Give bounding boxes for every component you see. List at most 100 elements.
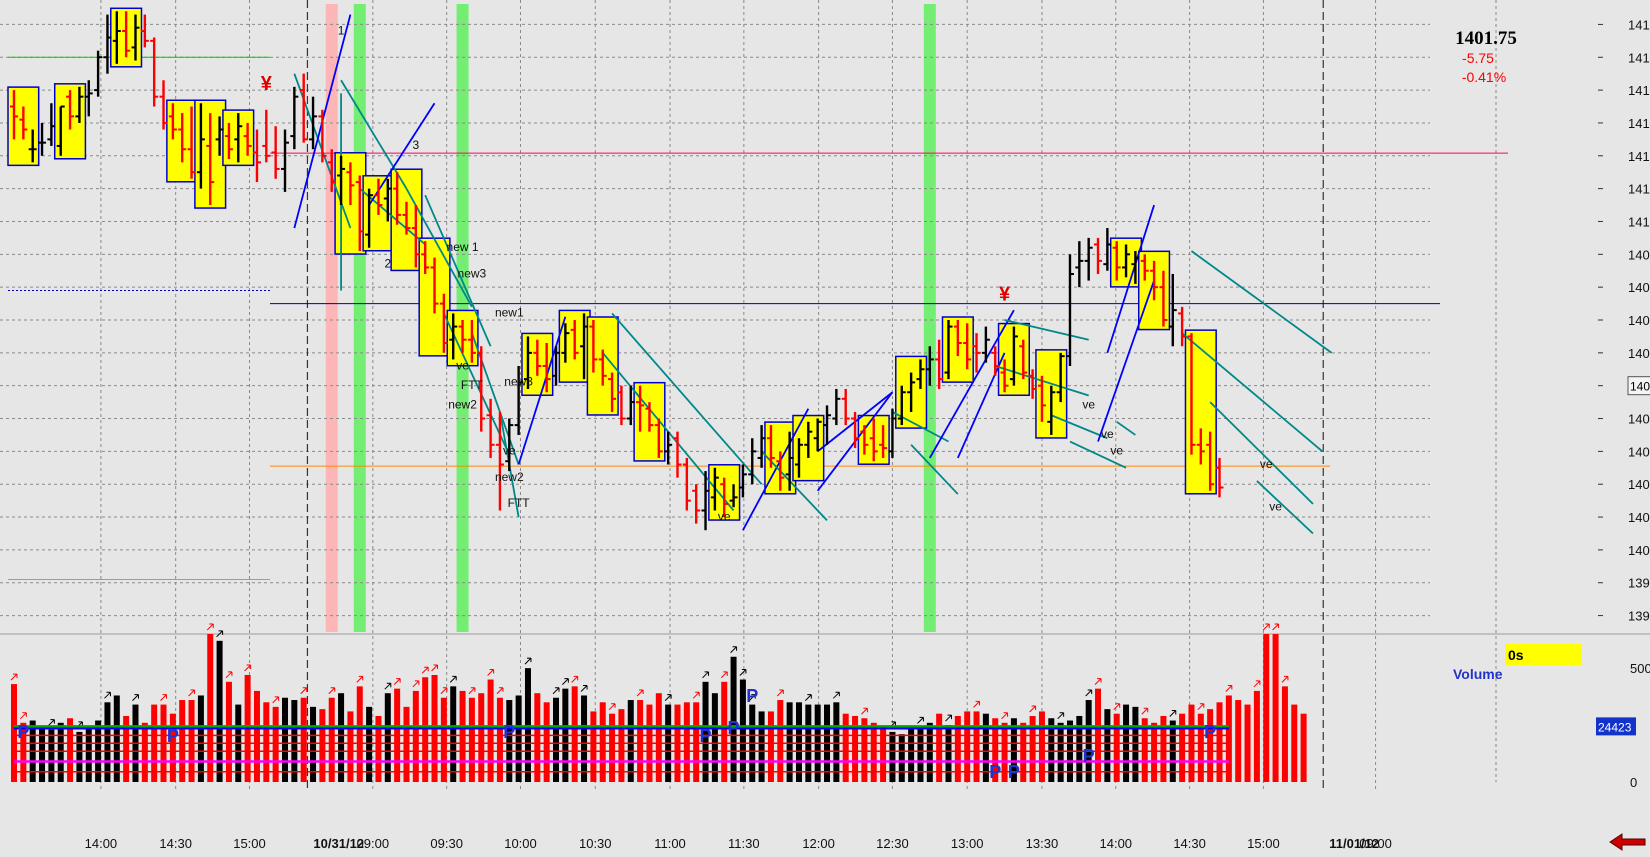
volume-arrow-icon [468, 687, 476, 695]
volume-bar [39, 727, 46, 782]
last-price: 1401.75 [1455, 28, 1517, 49]
yen-mark: ¥ [999, 283, 1011, 305]
volume-bar [356, 686, 363, 782]
scroll-arrow-icon[interactable] [1609, 833, 1646, 851]
time-tick-label: 11:00 [654, 836, 686, 851]
highlight-band [923, 4, 936, 632]
ohlc-bar [1047, 385, 1056, 435]
channel-line [424, 194, 492, 347]
ohlc-bar [794, 438, 803, 478]
time-tick-label: 10:00 [504, 836, 537, 851]
pattern-label: ve [1260, 457, 1273, 471]
ohlc-bar [411, 205, 420, 268]
price-tick-label: 1398.00 [1628, 609, 1650, 624]
volume-bar [1281, 686, 1288, 782]
channel-line [340, 79, 408, 190]
ohlc-bar [944, 320, 953, 380]
volume-arrow-icon [833, 691, 840, 699]
time-tick-label: 09:00 [357, 836, 390, 851]
volume-tick-label: 50000 [1630, 661, 1650, 676]
volume-bar [347, 711, 354, 782]
ohlc-bar [823, 405, 832, 445]
pattern-label: new 1 [447, 240, 479, 254]
volume-arrow-icon [440, 687, 448, 695]
volume-bar [758, 711, 765, 782]
price-axis: 1416.00 1415.00 1414.00 1413.00 1412.00 1411.… [1596, 17, 1650, 790]
volume-bar [1244, 704, 1251, 782]
volume-arrow-icon [524, 657, 532, 665]
ohlc-bar [654, 418, 663, 458]
yen-mark: ¥ [261, 73, 273, 95]
volume-bar [655, 693, 662, 782]
p-marker: P [700, 726, 712, 746]
volume-arrow-icon [1141, 707, 1149, 715]
price-change: -5.75 [1462, 50, 1494, 66]
volume-bar [403, 706, 410, 782]
pattern-label: ve [718, 509, 731, 523]
pattern-label: ve [1101, 427, 1114, 441]
volume-bar [889, 731, 896, 782]
ohlc-bar [122, 11, 131, 58]
ohlc-bar [561, 323, 570, 363]
channel-line [910, 444, 959, 495]
volume-bar [48, 729, 55, 782]
ohlc-bar [552, 346, 561, 386]
time-tick-label: 15:00 [1247, 836, 1280, 851]
ohlc-bar [252, 129, 261, 183]
price-tick-label: 1410.00 [1628, 214, 1650, 229]
volume-bar [571, 686, 578, 782]
ohlc-bar [477, 346, 486, 432]
volume-arrow-icon [393, 678, 401, 685]
price-tick-label: 1406.00 [1628, 346, 1650, 361]
ohlc-bar [159, 80, 168, 130]
volume-arrow-icon [48, 719, 55, 726]
volume-arrow-icon [1197, 703, 1205, 711]
time-tick-label: 14:00 [1100, 836, 1133, 851]
volume-bar [85, 727, 92, 782]
volume-bar [450, 686, 457, 782]
volume-bar [20, 722, 27, 782]
ohlc-bar [495, 411, 504, 511]
volume-panel: P P P P PPP PPP [0, 623, 1650, 782]
volume-bar [739, 679, 746, 782]
volume-bar [169, 713, 176, 782]
volume-bar [627, 700, 634, 782]
timer-box [1505, 644, 1582, 665]
ohlc-bar [309, 96, 318, 150]
ohlc-bar [1075, 241, 1084, 288]
ohlc-bar [1131, 251, 1140, 284]
volume-bar [730, 656, 737, 782]
ohlc-bar [533, 339, 542, 376]
volume-bar [197, 695, 204, 782]
trend-line [368, 102, 436, 206]
volume-bar [553, 697, 560, 782]
volume-arrow-icon [702, 671, 710, 679]
price-tick-label: 1409.00 [1628, 247, 1650, 262]
channel-line [1256, 480, 1314, 535]
volume-bar [422, 677, 429, 782]
ohlc-bar [617, 385, 626, 426]
channel-line [1004, 319, 1089, 341]
volume-bar [11, 684, 17, 782]
price-marker-box [1627, 376, 1650, 396]
volume-arrow-icon [356, 675, 364, 683]
volume-arrow-icon [945, 714, 952, 722]
volume-arrow-icon [188, 689, 196, 697]
volume-bar [338, 693, 345, 782]
volume-bar [506, 700, 513, 782]
ohlc-bar [1140, 254, 1149, 281]
pattern-label: new1 [495, 306, 524, 320]
channel-line [611, 312, 763, 485]
volume-arrow-icon [216, 630, 224, 638]
volume-arrow-icon [225, 671, 233, 679]
price-change-percent: -0.41% [1462, 69, 1506, 85]
volume-arrow-icon [580, 684, 588, 692]
volume-bar [721, 681, 728, 782]
volume-bar [263, 702, 270, 782]
ohlc-bar [299, 73, 308, 143]
ohlc-bar [1187, 333, 1196, 455]
